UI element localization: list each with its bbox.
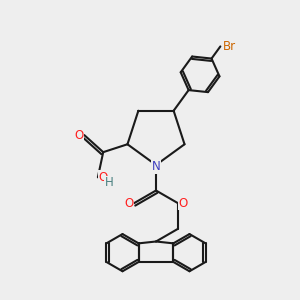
Text: N: N [152, 160, 160, 173]
Text: O: O [74, 129, 83, 142]
Text: O: O [99, 171, 108, 184]
Text: O: O [124, 197, 133, 210]
Text: O: O [179, 197, 188, 210]
Text: H: H [105, 176, 113, 189]
Text: Br: Br [223, 40, 236, 53]
